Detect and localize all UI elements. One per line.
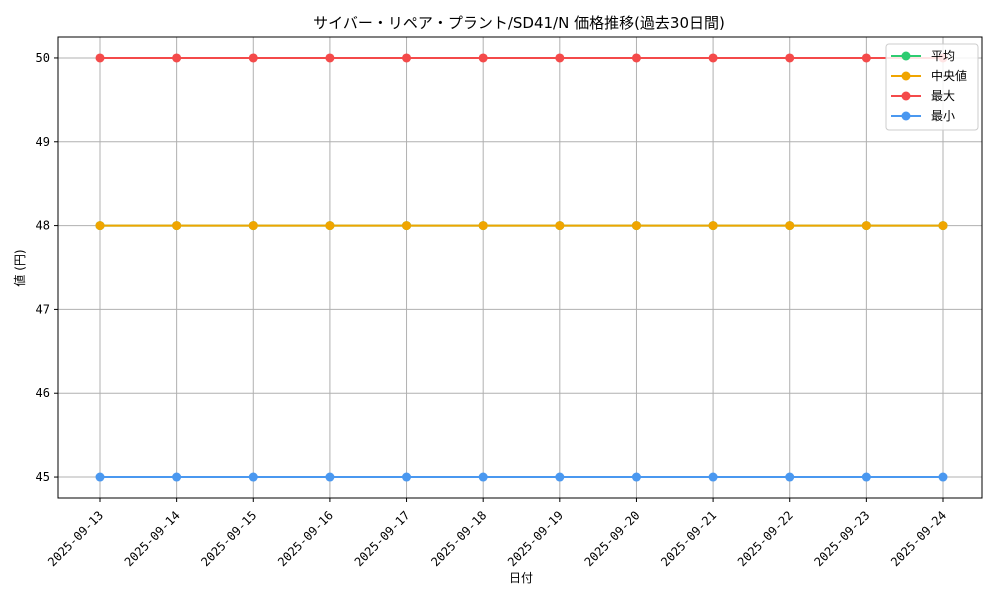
y-tick-label: 47 — [36, 302, 50, 316]
legend-label: 最小 — [931, 109, 955, 123]
data-point — [172, 472, 182, 482]
data-point — [938, 472, 948, 482]
data-point — [555, 472, 565, 482]
data-point — [861, 221, 871, 231]
y-tick-label: 48 — [36, 219, 50, 233]
data-point — [478, 53, 488, 63]
x-tick-label: 2025-09-16 — [275, 508, 336, 569]
data-point — [631, 472, 641, 482]
legend-box — [885, 43, 979, 131]
x-tick-label: 2025-09-15 — [198, 508, 259, 569]
data-point — [325, 472, 335, 482]
data-point — [785, 472, 795, 482]
data-point — [248, 472, 258, 482]
legend-swatch-marker — [901, 71, 911, 81]
data-point — [248, 221, 258, 231]
data-point — [861, 53, 871, 63]
data-point — [325, 221, 335, 231]
x-tick-label: 2025-09-22 — [735, 508, 796, 569]
x-tick-label: 2025-09-24 — [888, 508, 949, 569]
data-point — [172, 53, 182, 63]
data-point — [555, 221, 565, 231]
data-point — [938, 221, 948, 231]
data-point — [708, 221, 718, 231]
data-point — [478, 221, 488, 231]
data-point — [631, 53, 641, 63]
data-point — [95, 221, 105, 231]
data-point — [478, 472, 488, 482]
y-tick-label: 50 — [36, 51, 50, 65]
data-point — [95, 53, 105, 63]
x-tick-label: 2025-09-23 — [811, 508, 872, 569]
x-axis-label: 日付 — [509, 571, 533, 585]
data-point — [95, 472, 105, 482]
y-axis-label: 値 (円) — [12, 249, 27, 286]
x-tick-label: 2025-09-17 — [352, 508, 413, 569]
ticks-layer: 2025-09-13 2025-09-14 2025-09-15 2025-09-16… — [36, 51, 950, 569]
grid-layer — [58, 37, 982, 498]
x-tick-label: 2025-09-14 — [122, 508, 183, 569]
legend-swatch-marker — [901, 91, 911, 101]
legend-label: 中央値 — [931, 68, 967, 83]
y-tick-label: 46 — [36, 386, 50, 400]
data-point — [248, 53, 258, 63]
y-tick-label: 45 — [36, 470, 50, 484]
data-point — [402, 53, 412, 63]
data-point — [172, 221, 182, 231]
data-point — [402, 221, 412, 231]
x-tick-label: 2025-09-19 — [505, 508, 566, 569]
data-point — [861, 472, 871, 482]
legend-label: 平均 — [931, 49, 955, 63]
data-point — [708, 472, 718, 482]
data-point — [402, 472, 412, 482]
data-point — [325, 53, 335, 63]
data-point — [785, 53, 795, 63]
x-tick-label: 2025-09-20 — [582, 508, 643, 569]
data-point — [785, 221, 795, 231]
legend-swatch-marker — [901, 111, 911, 121]
data-point — [555, 53, 565, 63]
chart-title: サイバー・リペア・プラント/SD41/N 価格推移(過去30日間) — [313, 14, 725, 32]
x-tick-label: 2025-09-18 — [428, 508, 489, 569]
data-point — [708, 53, 718, 63]
data-point — [631, 221, 641, 231]
x-tick-label: 2025-09-13 — [45, 508, 106, 569]
y-tick-label: 49 — [36, 135, 50, 149]
legend-swatch-marker — [901, 51, 911, 61]
series-layer — [95, 53, 948, 482]
plot-frame — [57, 36, 983, 499]
x-tick-label: 2025-09-21 — [658, 508, 719, 569]
legend-label: 最大 — [931, 89, 955, 103]
